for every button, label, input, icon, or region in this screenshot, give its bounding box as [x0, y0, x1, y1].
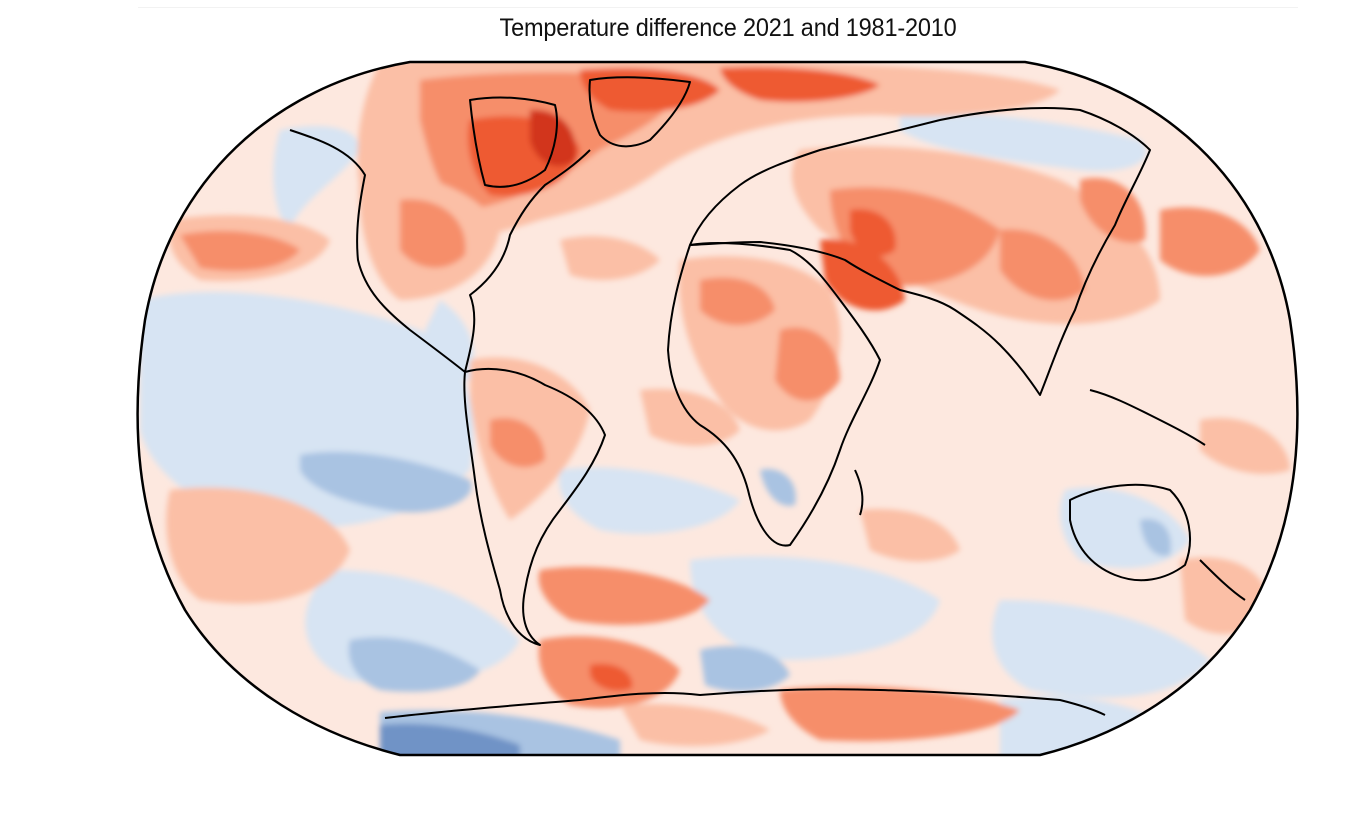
- usa-west-warm: [400, 199, 466, 268]
- new-zealand-coast: [1199, 559, 1246, 601]
- africa-coast: [667, 241, 881, 547]
- south-indian-warm: [860, 509, 960, 562]
- south-pacific-warm: [166, 487, 350, 604]
- western-pacific-warm: [1200, 418, 1290, 474]
- east-africa-warm: [775, 327, 840, 401]
- china-warm: [1000, 229, 1085, 301]
- drake-passage-hot: [590, 663, 633, 691]
- southern-africa-blue: [760, 469, 796, 506]
- baffin-hot-core: [530, 109, 576, 167]
- globe-outline: [136, 60, 1299, 757]
- sahara-warm: [700, 277, 775, 325]
- greenland-hot: [580, 68, 720, 112]
- arctic-hot-north: [720, 67, 880, 102]
- greenland-coast: [588, 76, 691, 148]
- australia-coast: [1069, 483, 1191, 582]
- pacific-blue-core: [300, 451, 472, 513]
- gulf-guinea-warm: [640, 389, 740, 446]
- siberia-cool: [900, 110, 1147, 171]
- canadian-archipelago-coast: [469, 96, 558, 188]
- south-atlantic-cool: [559, 467, 740, 534]
- northwest-pacific-warm: [1160, 207, 1260, 277]
- pacific-cool-zone-2: [150, 367, 428, 473]
- south-atlantic-warm: [538, 566, 710, 625]
- north-atlantic-warm: [560, 236, 660, 280]
- anomaly-field: [137, 62, 1298, 755]
- maritime-continent-coast: [1089, 389, 1206, 446]
- north-america-coast: [289, 129, 591, 373]
- south-pacific-cool: [992, 600, 1210, 698]
- australia-blue-core: [1140, 519, 1171, 556]
- middle-east-hot: [820, 239, 905, 311]
- indian-ocean-south-cool: [690, 556, 940, 660]
- coastlines: [289, 76, 1246, 719]
- south-america-coast: [463, 367, 606, 646]
- north-pacific-warm-core: [180, 230, 300, 271]
- south-america-core-warm: [490, 418, 545, 468]
- alaska-cool: [273, 126, 360, 230]
- top-border-line: [138, 7, 1298, 8]
- southeast-pacific-blue: [348, 637, 480, 692]
- eurasia-coast: [689, 107, 1151, 396]
- east-pacific-cool: [425, 300, 474, 380]
- caspian-hot: [850, 209, 896, 257]
- madagascar-coast: [854, 469, 864, 516]
- antarctic-deep-blue: [380, 723, 520, 755]
- antarctica-coast: [384, 688, 1106, 719]
- antarctic-warm-central: [620, 703, 770, 746]
- antarctic-warm-east: [780, 686, 1020, 742]
- indian-ocean-south-blue: [700, 646, 790, 692]
- map-title: Temperature difference 2021 and 1981-201…: [499, 14, 957, 42]
